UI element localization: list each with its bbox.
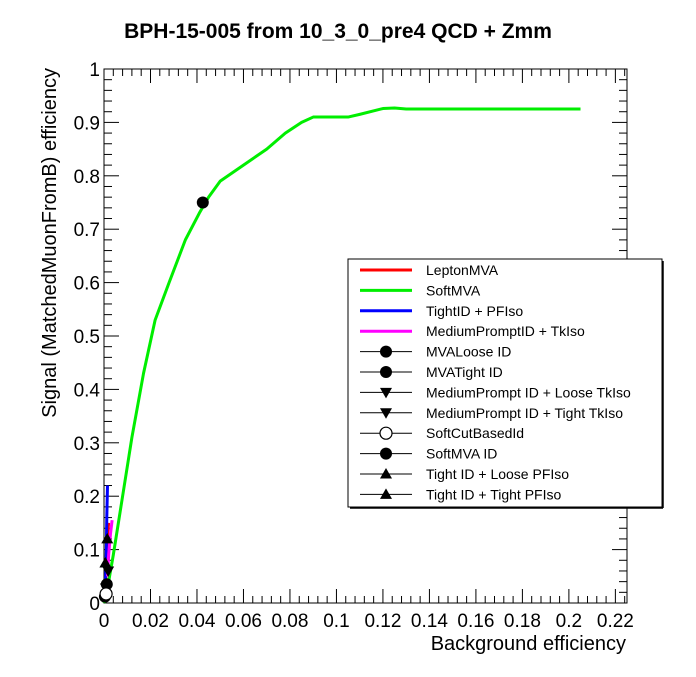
legend-entry-mediumprompt-id-tight-tkiso: MediumPrompt ID + Tight TkIso: [360, 405, 623, 421]
legend-entry-mediumprompt-id-loose-tkiso: MediumPrompt ID + Loose TkIso: [360, 384, 631, 400]
legend-entry-tight-id-loose-pfiso: Tight ID + Loose PFIso: [360, 466, 569, 482]
series-softmva: [102, 106, 581, 604]
legend-swatch-marker: [380, 387, 392, 399]
legend-label: MediumPromptID + TkIso: [426, 323, 585, 339]
y-tick-label: 0.2: [74, 487, 100, 508]
y-tick-label: 0.7: [74, 220, 100, 241]
legend: LeptonMVA SoftMVA TightID + PFIso MediumPro…: [347, 258, 664, 509]
legend-label: MediumPrompt ID + Tight TkIso: [426, 405, 623, 421]
series-softcutbasedid: [99, 587, 113, 601]
x-axis-label: Background efficiency: [431, 633, 626, 655]
legend-swatch-marker: [380, 488, 392, 499]
x-tick-label: 0.02: [132, 611, 169, 632]
series-mediumprompt-id-loose-tkiso: [102, 566, 115, 577]
x-tick-label: 0.06: [225, 611, 262, 632]
legend-entry-softmva-id: SoftMVA ID: [360, 446, 497, 462]
legend-entry-tightid-pfiso: TightID + PFIso: [360, 303, 523, 319]
data-point: [102, 566, 115, 577]
y-tick-label: 0.9: [74, 113, 100, 134]
legend-label: SoftMVA: [426, 282, 481, 298]
legend-swatch-marker: [380, 408, 392, 419]
data-point: [99, 587, 113, 601]
series-line: [103, 485, 109, 588]
legend-box: [347, 258, 663, 508]
data-point: [196, 196, 209, 209]
legend-label: MediumPrompt ID + Loose TkIso: [426, 384, 631, 400]
legend-entry-leptonmva: LeptonMVA: [360, 262, 499, 278]
x-tick-label: 0.16: [457, 611, 494, 632]
data-point: [101, 532, 114, 544]
y-axis-label: Signal (MatchedMuonFromB) efficiency: [39, 68, 61, 418]
x-tick-label: 0.1: [323, 611, 349, 632]
legend-swatch-marker: [380, 366, 392, 378]
legend-swatch-marker: [380, 345, 392, 358]
y-tick-label: 0.1: [74, 541, 100, 562]
legend-entry-mvatight-id: MVATight ID: [360, 364, 503, 380]
legend-swatch-marker: [380, 447, 392, 460]
legend-entry-softcutbasedid: SoftCutBasedId: [360, 425, 524, 441]
x-tick-label: 0: [99, 611, 110, 632]
x-tick-label: 0.08: [271, 611, 308, 632]
x-tick-label: 0.18: [504, 611, 541, 632]
x-tick-label: 0.12: [364, 611, 401, 632]
x-tick-label: 0.04: [178, 611, 215, 632]
series-tight-id-loose-pfiso: [101, 532, 114, 544]
legend-label: MVATight ID: [426, 364, 503, 380]
series-tightid-pfiso: [103, 485, 109, 588]
legend-entry-mediumpromptid-tkiso: MediumPromptID + TkIso: [360, 323, 585, 339]
x-tick-label: 0.22: [597, 611, 634, 632]
series-softmva-id: [196, 196, 209, 209]
x-tick-label: 0.14: [411, 611, 448, 632]
y-tick-label: 0.8: [74, 167, 100, 188]
data-point: [99, 556, 112, 568]
legend-label: SoftMVA ID: [426, 446, 497, 462]
legend-entry-tight-id-tight-pfiso: Tight ID + Tight PFIso: [360, 486, 561, 502]
y-tick-label: 0.5: [74, 327, 100, 348]
legend-label: SoftCutBasedId: [426, 425, 524, 441]
legend-label: TightID + PFIso: [426, 303, 523, 319]
y-tick-label: 0.4: [74, 380, 101, 401]
legend-label: Tight ID + Tight PFIso: [426, 486, 561, 502]
x-tick-label: 0.2: [556, 611, 582, 632]
legend-entry-softmva: SoftMVA: [360, 282, 481, 298]
chart-title: BPH-15-005 from 10_3_0_pre4 QCD + Zmm: [124, 20, 552, 43]
legend-label: Tight ID + Loose PFIso: [426, 466, 569, 482]
legend-label: MVALoose ID: [426, 344, 511, 360]
legend-swatch-marker: [379, 426, 393, 440]
y-tick-label: 1: [89, 60, 100, 81]
legend-label: LeptonMVA: [426, 262, 499, 278]
y-tick-label: 0: [89, 594, 100, 615]
y-tick-label: 0.3: [74, 434, 100, 455]
legend-swatch-marker: [380, 468, 392, 479]
legend-entry-mvaloose-id: MVALoose ID: [360, 344, 511, 360]
series-line: [102, 106, 581, 604]
series-layer: [98, 106, 581, 604]
series-tight-id-tight-pfiso: [99, 556, 112, 568]
y-tick-label: 0.6: [74, 274, 100, 295]
